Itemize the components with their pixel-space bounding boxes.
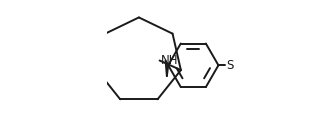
Text: NH: NH <box>161 54 178 67</box>
Text: S: S <box>226 59 233 72</box>
